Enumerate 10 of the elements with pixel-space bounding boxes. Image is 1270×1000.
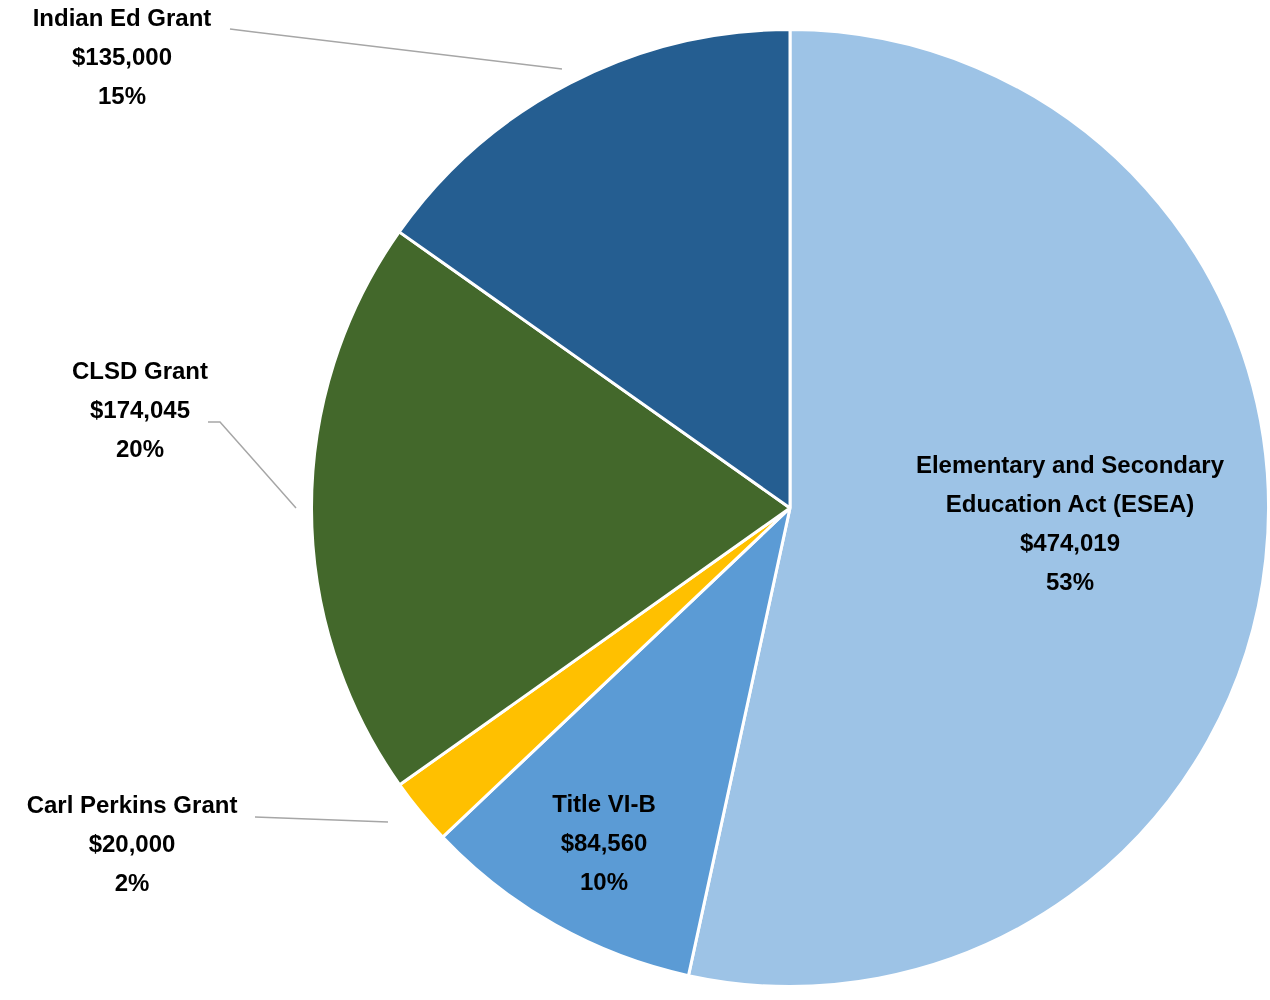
data-label: $135,000 15% [71, 42, 173, 109]
slice-label: Elementary and Secondary Education Act (ESEA) [915, 450, 1225, 517]
data-label: $174,045 20% [89, 395, 191, 462]
data-label: $84,560 10% [560, 828, 648, 895]
slice-label: Indian Ed Grant [32, 3, 212, 31]
slice-label: Carl Perkins Grant [26, 790, 238, 818]
slice-label: CLSD Grant [71, 356, 209, 384]
data-label: $474,019 53% [1019, 528, 1121, 595]
data-label: $20,000 2% [88, 829, 176, 896]
slice-label: Title VI-B [552, 789, 656, 817]
